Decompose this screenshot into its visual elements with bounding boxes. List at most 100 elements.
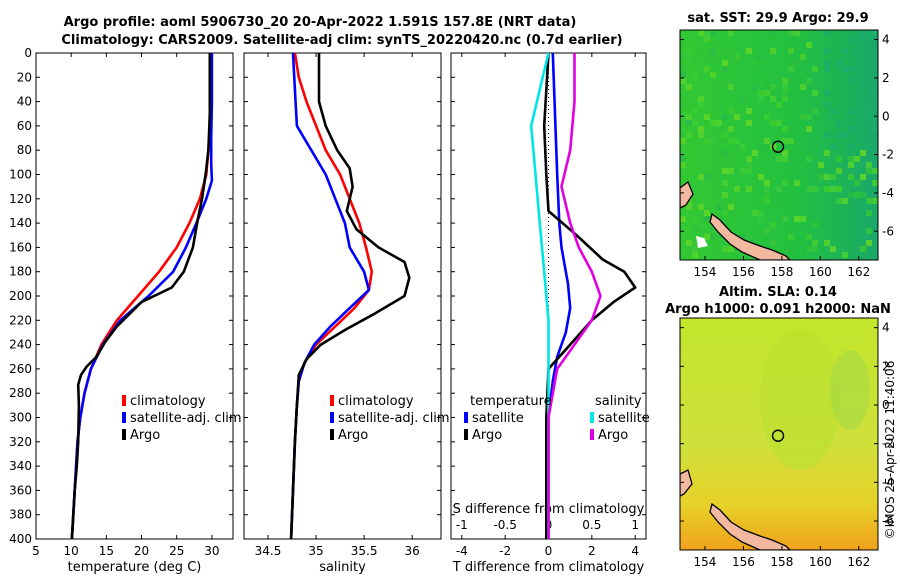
sst-cell: [716, 120, 722, 126]
sst-cell: [770, 120, 776, 126]
sst-cell: [758, 78, 764, 84]
sst-cell: [692, 228, 698, 234]
sst-cell: [746, 168, 752, 174]
sst-cell: [824, 66, 830, 72]
sst-cell: [842, 132, 848, 138]
sst-cell: [722, 114, 728, 120]
sla-map-subtitle: Argo h1000: 0.091 h2000: NaN: [665, 302, 891, 317]
sst-cell: [698, 204, 704, 210]
s-tick-label: -0.5: [493, 518, 516, 532]
sst-cell: [806, 126, 812, 132]
sst-cell: [806, 246, 812, 252]
sst-cell: [692, 252, 698, 258]
sst-cell: [782, 138, 788, 144]
sst-cell: [824, 240, 830, 246]
sst-cell: [866, 240, 872, 246]
title-line-1: Argo profile: aoml 5906730_20 20-Apr-202…: [64, 15, 577, 30]
sla-land: [680, 330, 870, 550]
sst-cell: [764, 114, 770, 120]
sst-cell: [866, 30, 872, 36]
sst-cell: [764, 192, 770, 198]
map-y-tick-label: -6: [882, 224, 894, 238]
sst-cell: [686, 54, 692, 60]
sst-cell: [728, 108, 734, 114]
sst-cell: [704, 216, 710, 222]
sst-cell: [824, 48, 830, 54]
sst-cell: [818, 174, 824, 180]
map-x-tick-label: 162: [847, 265, 870, 279]
sst-cell: [812, 222, 818, 228]
temperature-panel-frame: [35, 52, 234, 540]
sst-cell: [866, 198, 872, 204]
series-temperature-argo: [542, 52, 637, 539]
sst-cell: [842, 48, 848, 54]
sst-map-axes: 154 156 158 160 162 4 2 0 -2 -4 -6: [680, 33, 894, 279]
legend-temperature-title: temperature: [470, 394, 552, 409]
sst-cell: [836, 60, 842, 66]
sst-cell: [722, 60, 728, 66]
sst-cell: [680, 72, 686, 78]
sst-land: [680, 180, 791, 260]
s-tick-label: 0.5: [582, 518, 601, 532]
map-x-tick-label: 162: [847, 555, 870, 569]
sst-cell: [806, 186, 812, 192]
sst-cell: [866, 144, 872, 150]
sst-cell: [704, 60, 710, 66]
sst-cell: [830, 186, 836, 192]
sst-cell: [722, 192, 728, 198]
sst-cell: [782, 150, 788, 156]
sst-cell: [746, 156, 752, 162]
sst-cell: [686, 240, 692, 246]
sst-cell: [830, 108, 836, 114]
argo-position-marker: [771, 429, 785, 442]
sst-cell: [794, 216, 800, 222]
sst-cell: [710, 48, 716, 54]
y-tick-label: 400: [9, 532, 32, 546]
sst-cell: [848, 108, 854, 114]
sst-cell: [710, 60, 716, 66]
sst-cell: [788, 30, 794, 36]
legend-s-argo-label: Argo: [598, 428, 628, 443]
sst-cell: [698, 126, 704, 132]
sst-cell: [686, 84, 692, 90]
legend-climatology-swatch: [122, 395, 126, 406]
sst-cell: [776, 102, 782, 108]
sst-cell: [782, 84, 788, 90]
sst-cell: [824, 90, 830, 96]
y-tick-label: 80: [17, 143, 32, 157]
sst-cell: [830, 174, 836, 180]
sst-cell: [692, 120, 698, 126]
sst-map-title: sat. SST: 29.9 Argo: 29.9: [687, 11, 868, 26]
sst-cell: [800, 114, 806, 120]
sst-cell: [740, 168, 746, 174]
sst-cell: [680, 162, 686, 168]
sst-cell: [836, 156, 842, 162]
sst-cell: [872, 30, 878, 36]
sst-cell: [824, 30, 830, 36]
sst-cell: [872, 90, 878, 96]
sst-cell: [866, 114, 872, 120]
sst-cell: [872, 126, 878, 132]
sst-cell: [860, 192, 866, 198]
sst-cell: [734, 54, 740, 60]
y-tick-label: 60: [17, 119, 32, 133]
legend-s-satellite-label: satellite: [598, 411, 650, 426]
sst-cell: [824, 150, 830, 156]
sst-cell: [722, 66, 728, 72]
sst-cell: [782, 180, 788, 186]
map-y-tick-label: -2: [882, 148, 894, 162]
sst-cell: [734, 210, 740, 216]
x-tick-label: -2: [499, 544, 511, 558]
map-x-tick-label: 156: [732, 265, 755, 279]
x-tick-label: 25: [169, 544, 184, 558]
sst-cell: [680, 54, 686, 60]
y-tick-label: 340: [9, 459, 32, 473]
map-y-tick-label: -4: [882, 475, 894, 489]
sst-cell: [770, 48, 776, 54]
legend-argo-label: Argo: [130, 428, 160, 443]
sst-cell: [782, 90, 788, 96]
x-axis-label: salinity: [319, 560, 366, 575]
x-tick-label: 15: [99, 544, 114, 558]
map-y-tick-label: 0: [882, 109, 890, 123]
